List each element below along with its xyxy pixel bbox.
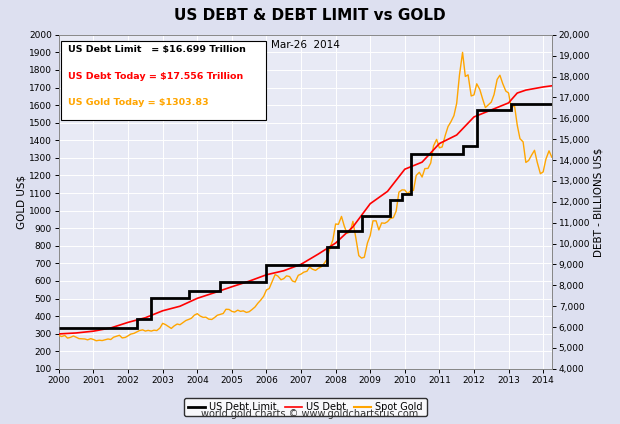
- Y-axis label: DEBT - BILLIONS US$: DEBT - BILLIONS US$: [593, 147, 603, 257]
- Text: US Debt Today = $17.556 Trillion: US Debt Today = $17.556 Trillion: [68, 72, 243, 81]
- Text: US DEBT & DEBT LIMIT vs GOLD: US DEBT & DEBT LIMIT vs GOLD: [174, 8, 446, 23]
- Text: US Gold Today = $1303.83: US Gold Today = $1303.83: [68, 98, 208, 106]
- Legend: US Debt Limit, US Debt, Spot Gold: US Debt Limit, US Debt, Spot Gold: [184, 398, 427, 416]
- Text: world gold charts © www.goldchartsrus.com: world gold charts © www.goldchartsrus.co…: [202, 409, 418, 419]
- Text: Mar-26  2014: Mar-26 2014: [271, 40, 340, 50]
- FancyBboxPatch shape: [61, 42, 266, 120]
- Text: US Debt Limit   = $16.699 Trillion: US Debt Limit = $16.699 Trillion: [68, 45, 246, 54]
- Y-axis label: GOLD US$: GOLD US$: [16, 175, 26, 229]
